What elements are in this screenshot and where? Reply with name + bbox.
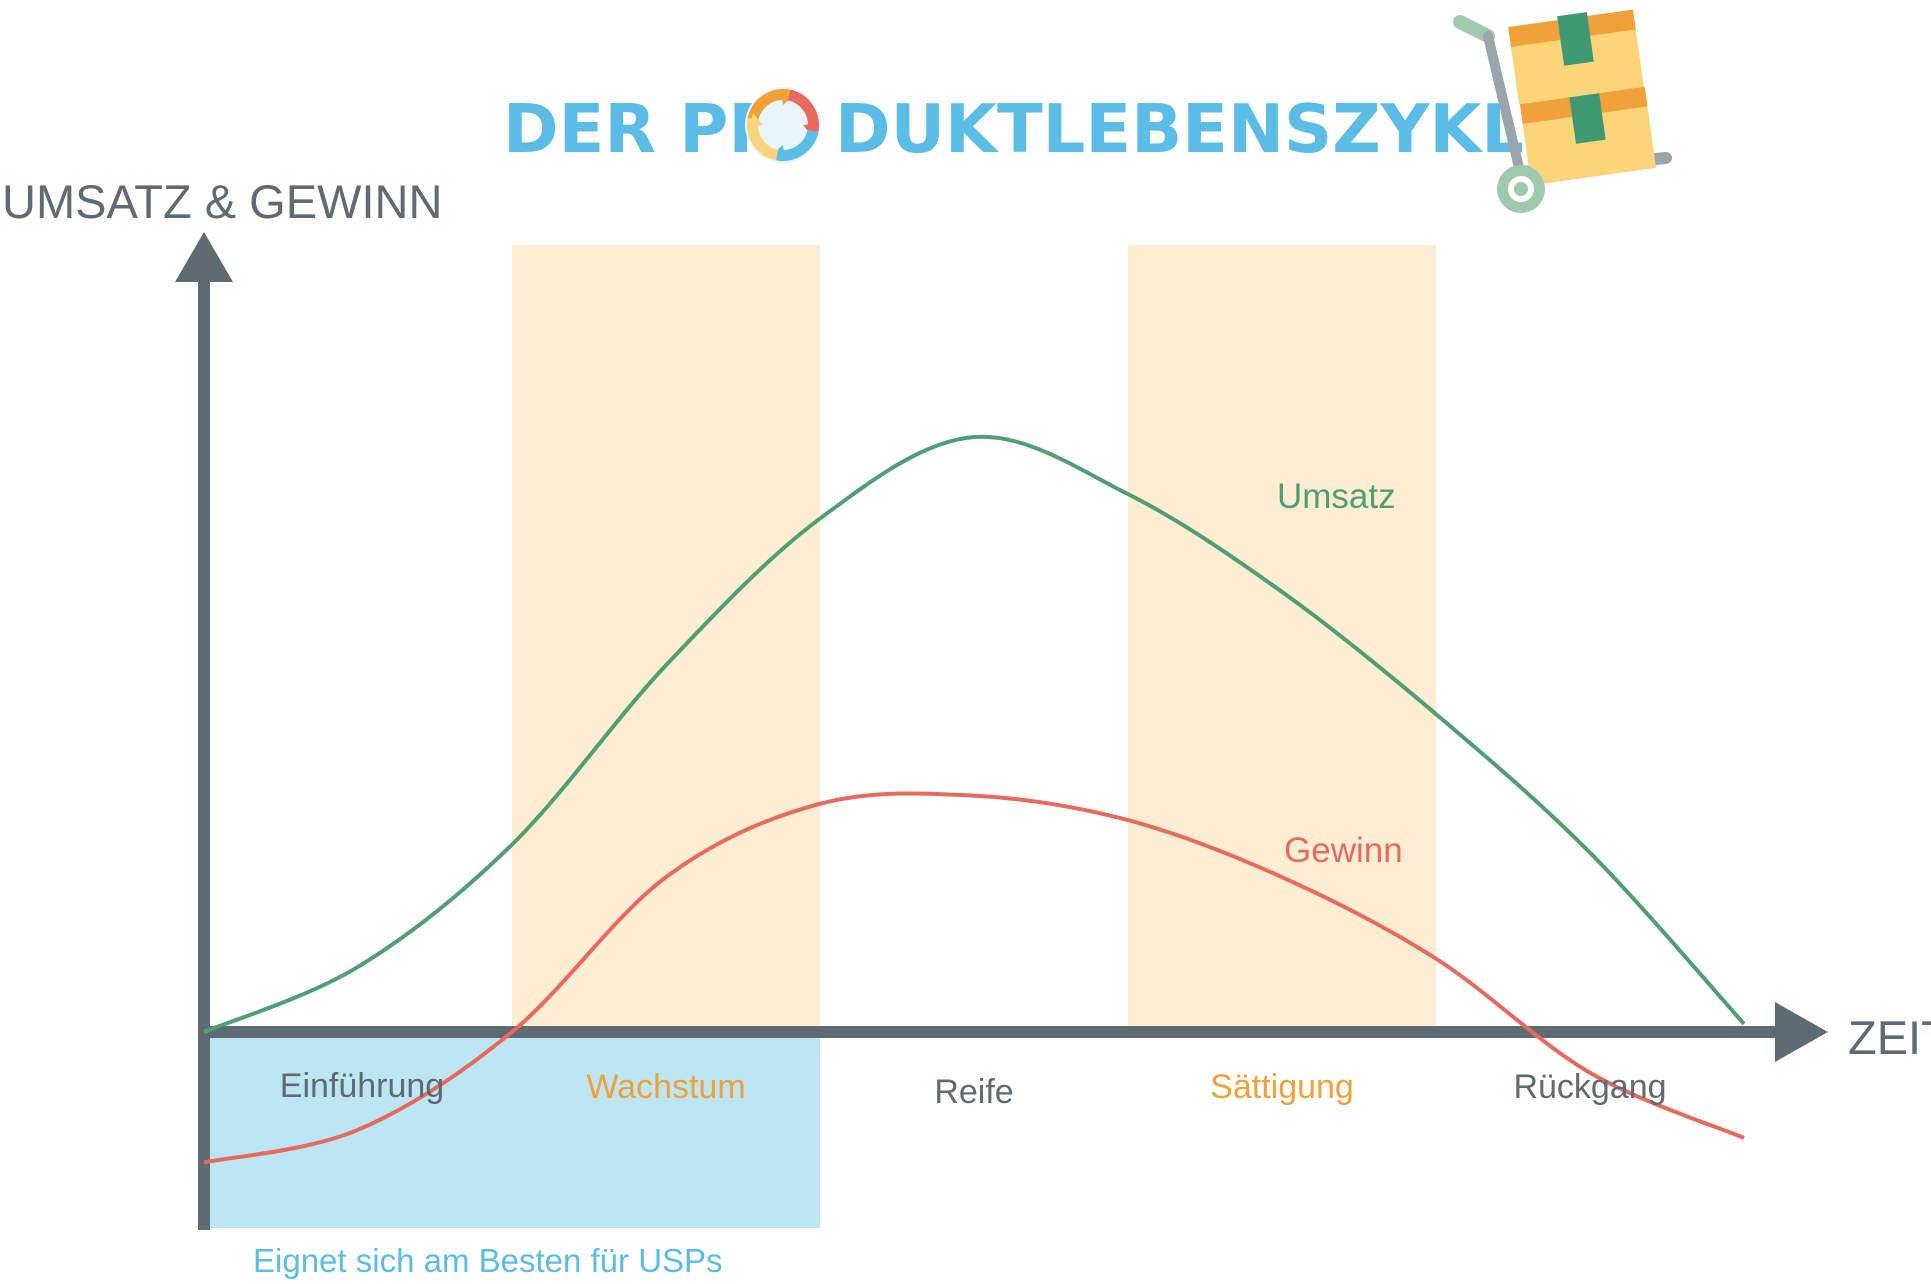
phase-label-3: Sättigung [1210,1068,1354,1106]
phase-label-1: Wachstum [586,1068,745,1106]
title-text-start: DER PR [503,90,780,168]
chart-axes [175,232,1828,1230]
chart-title: DER PR DUKTLEBENSZYKLUS [503,87,1624,168]
phase-band-1 [512,245,820,1026]
x-axis-arrowhead [1775,1002,1828,1062]
series-label-gewinn: Gewinn [1284,831,1403,870]
phase-labels: Einführung Wachstum Reife Sättigung Rückgang [280,1067,1667,1111]
series-labels: Umsatz Gewinn [1277,477,1403,870]
title-text-end: DUKTLEBENSZYKLUS [835,90,1624,168]
recycle-cycle-icon [745,87,821,163]
y-axis-arrowhead [175,232,233,282]
x-axis-label: ZEIT [1848,1011,1931,1064]
phase-label-4: Rückgang [1513,1068,1666,1106]
phase-bands [512,245,1436,1026]
phase-label-0: Einführung [280,1067,444,1105]
series-lines [203,434,1746,1165]
hand-truck-boxes-icon [1453,9,1672,213]
phase-label-2: Reife [934,1073,1013,1111]
usp-note: Eignet sich am Besten für USPs [253,1242,723,1279]
series-line-umsatz [203,434,1746,1034]
usp-highlight-band [208,1038,820,1228]
y-axis-label: UMSATZ & GEWINN [2,175,442,228]
series-line-gewinn [203,791,1745,1165]
phase-band-3 [1128,245,1436,1026]
series-label-umsatz: Umsatz [1277,477,1396,516]
